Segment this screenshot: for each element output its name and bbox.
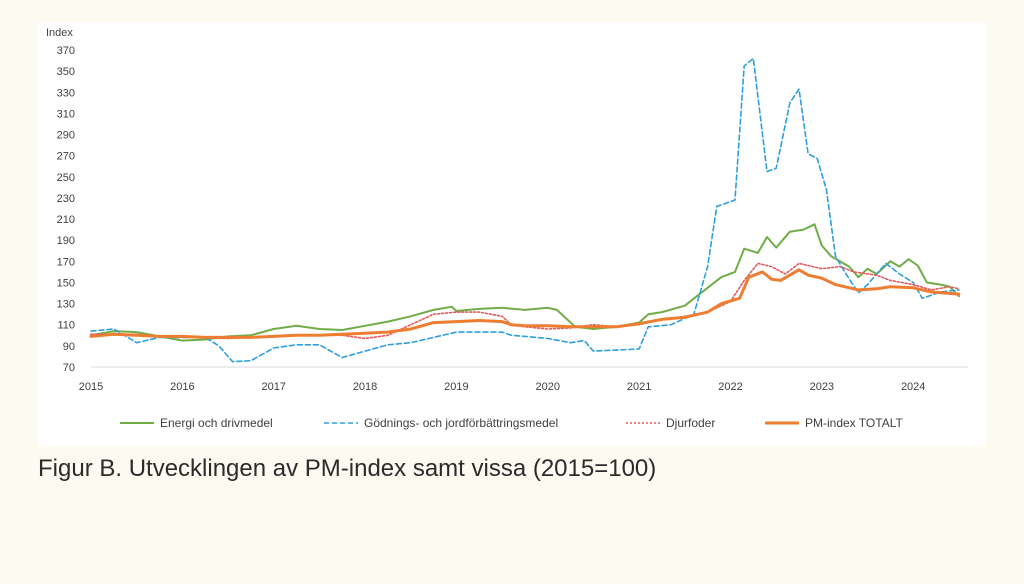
y-tick-label: 250	[57, 172, 75, 184]
legend: Energi och drivmedel Gödnings- och jordfö…	[120, 416, 903, 430]
y-tick-label: 230	[57, 193, 75, 205]
line-chart: Index 70 90 110 130 150 170 190 210 230 250 270 290…	[46, 27, 968, 430]
figure-caption: Figur B. Utvecklingen av PM-index samt v…	[38, 455, 657, 482]
y-tick-label: 290	[57, 130, 75, 142]
y-tick-label: 330	[57, 87, 75, 99]
series-line-4	[89, 268, 961, 339]
y-axis-ticks: 70 90 110 130 150 170 190 210 230 250 270 290 310 330…	[57, 45, 75, 374]
x-tick-label: 2020	[536, 381, 560, 393]
y-tick-label: 170	[57, 256, 75, 268]
y-tick-label: 350	[57, 66, 75, 78]
legend-label-2: Gödnings- och jordförbättringsmedel	[364, 416, 558, 430]
x-tick-label: 2021	[627, 381, 651, 393]
y-tick-label: 150	[57, 277, 75, 289]
x-tick-label: 2022	[718, 381, 742, 393]
y-tick-label: 370	[57, 45, 75, 57]
y-tick-label: 190	[57, 235, 75, 247]
legend-label-1: Energi och drivmedel	[160, 416, 273, 430]
x-tick-label: 2023	[810, 381, 834, 393]
x-tick-label: 2024	[901, 381, 925, 393]
x-tick-label: 2016	[170, 381, 194, 393]
legend-label-3: Djurfoder	[666, 416, 715, 430]
x-tick-label: 2015	[79, 381, 103, 393]
series-line-1	[90, 223, 960, 342]
y-tick-label: 130	[57, 299, 75, 311]
y-tick-label: 310	[57, 108, 75, 120]
x-tick-label: 2018	[353, 381, 377, 393]
y-tick-label: 270	[57, 151, 75, 163]
y-axis-label: Index	[46, 27, 73, 39]
x-tick-label: 2019	[444, 381, 468, 393]
chart-panel: Index 70 90 110 130 150 170 190 210 230 250 270 290…	[38, 22, 986, 446]
y-tick-label: 70	[63, 362, 75, 374]
x-tick-label: 2017	[261, 381, 285, 393]
y-tick-label: 210	[57, 214, 75, 226]
y-tick-label: 110	[57, 320, 75, 332]
series-lines	[89, 57, 961, 363]
series-line-2	[90, 57, 960, 363]
legend-label-4: PM-index TOTALT	[805, 416, 903, 430]
x-axis-ticks: 2015 2016 2017 2018 2019 2020 2021 2022 2023 2024	[79, 381, 926, 393]
y-tick-label: 90	[63, 341, 75, 353]
